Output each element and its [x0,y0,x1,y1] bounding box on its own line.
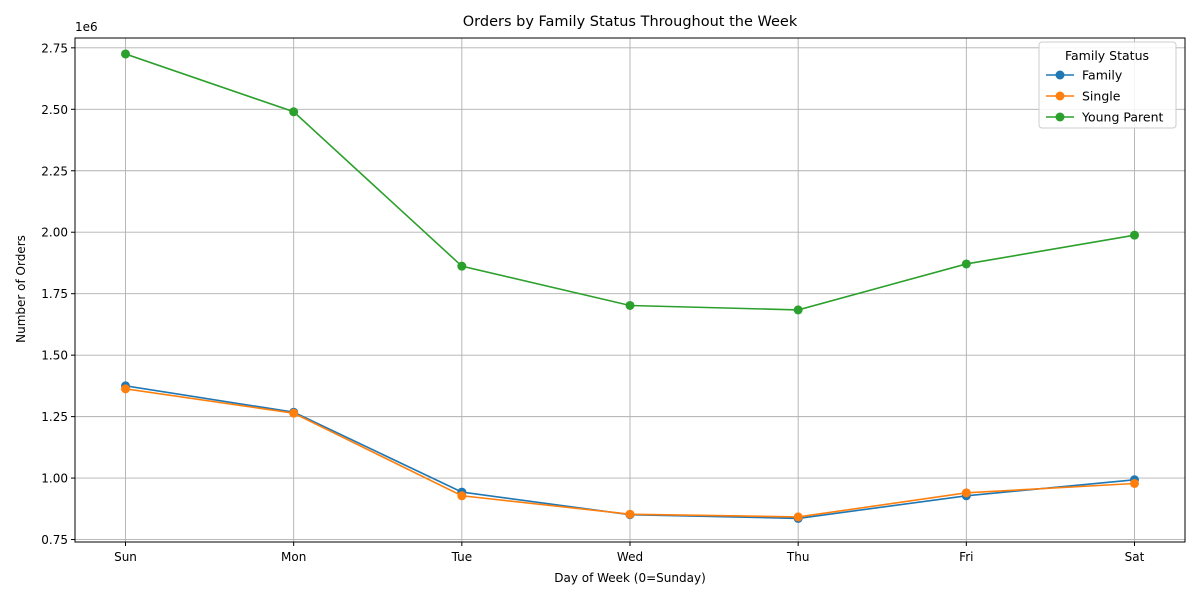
x-tick-label: Sun [114,550,137,564]
y-tick-label: 1.00 [41,472,68,486]
data-point-single [121,384,130,394]
series-young-parent [121,49,1139,315]
legend-marker [1055,91,1065,101]
y-tick-label: 2.25 [41,164,68,178]
data-point-young-parent [961,259,971,269]
x-axis: Sun Mon Tue Wed Thu Fri Sat [114,542,1145,564]
data-point-young-parent [289,107,299,117]
x-tick-label: Wed [617,550,643,564]
x-axis-label: Day of Week (0=Sunday) [554,571,706,585]
y-tick-label: 1.75 [41,287,68,301]
y-tick-label: 1.25 [41,410,68,424]
legend-label: Young Parent [1081,110,1163,125]
data-point-single [625,509,635,519]
legend-entry-young-parent: Young Parent [1046,110,1163,125]
legend-entry-single: Single [1046,89,1121,104]
data-point-single [793,512,803,522]
series-layer [121,49,1139,523]
data-point-single [289,408,299,418]
chart-title: Orders by Family Status Throughout the W… [463,14,798,30]
y-tick-label: 1.50 [41,349,68,363]
x-tick-label: Mon [281,550,306,564]
x-tick-label: Sat [1125,550,1145,564]
x-tick-label: Tue [451,550,473,564]
y-axis: 0.75 1.00 1.25 1.50 1.75 2.00 2.25 2.50 2.75 [41,41,75,547]
legend-label: Single [1082,89,1121,104]
x-tick-label: Thu [786,550,810,564]
y-tick-label: 0.75 [41,533,68,547]
data-point-young-parent [1130,230,1139,240]
legend: Family Status Family Single Young Parent [1038,41,1177,129]
grid [75,38,1185,542]
data-point-young-parent [625,300,635,310]
legend-title: Family Status [1065,48,1149,63]
data-point-young-parent [793,305,803,315]
series-single [121,384,1139,522]
data-point-single [457,491,467,501]
y-tick-label: 2.00 [41,226,68,240]
y-axis-offset-label: 1e6 [75,20,98,34]
legend-marker [1055,70,1065,80]
x-tick-label: Fri [959,550,973,564]
data-point-single [1130,478,1139,488]
y-tick-label: 2.75 [41,41,68,55]
y-tick-label: 2.50 [41,103,68,117]
legend-label: Family [1082,68,1123,83]
legend-entries: Family Single Young Parent [1046,68,1163,125]
y-axis-label: Number of Orders [14,235,28,343]
legend-marker [1055,112,1065,122]
legend-entry-family: Family [1046,68,1123,83]
data-point-single [961,488,971,498]
data-point-young-parent [457,261,467,271]
legend-box [1038,41,1177,129]
data-point-young-parent [121,49,130,59]
